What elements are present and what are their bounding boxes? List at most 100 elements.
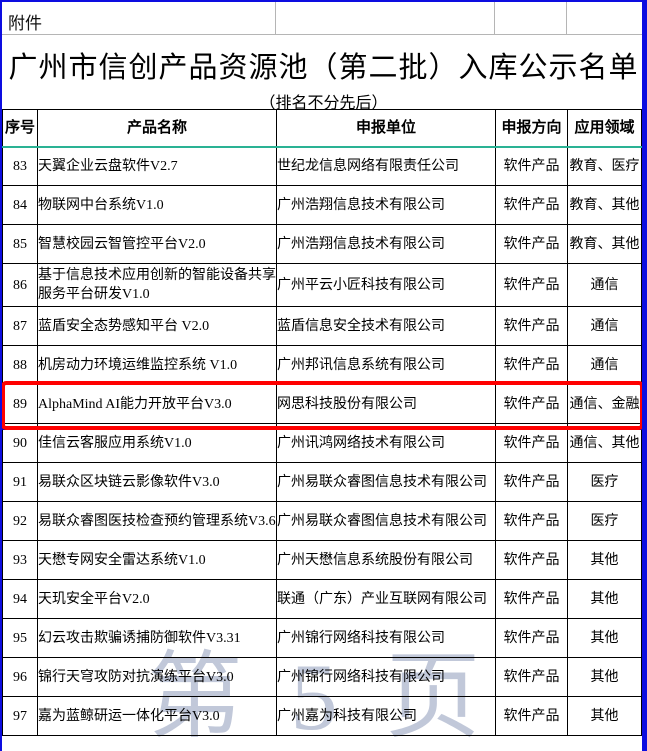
page-title: 广州市信创产品资源池（第二批）入库公示名单: [8, 52, 639, 84]
row-number: 86: [2, 263, 38, 307]
column-separator: [275, 2, 276, 34]
page-break-dashed-line: [0, 426, 647, 430]
header-application-field: 应用领域: [567, 109, 642, 147]
page-frame-top: [0, 0, 647, 2]
header-declaration-direction: 申报方向: [495, 109, 568, 147]
row-number: 88: [2, 345, 38, 385]
product-name: 智慧校园云智管控平台V2.0: [37, 224, 277, 264]
header-divider-line: [0, 146, 647, 148]
page-frame-left: [0, 0, 2, 751]
table-header-row: 序号 产品名称 申报单位 申报方向 应用领域: [2, 109, 642, 147]
title-block: 广州市信创产品资源池（第二批）入库公示名单 （排名不分先后）: [0, 35, 647, 112]
header-product-name: 产品名称: [37, 109, 277, 147]
company-name: 网思科技股份有限公司: [276, 384, 496, 424]
page-subtitle: （排名不分先后）: [259, 95, 388, 112]
application-field: 医疗: [567, 462, 642, 502]
company-name: 蓝盾信息安全技术有限公司: [276, 306, 496, 346]
company-name: 联通（广东）产业互联网有限公司: [276, 579, 496, 619]
declaration-direction: 软件产品: [495, 423, 568, 463]
company-name: 广州邦讯信息系统有限公司: [276, 345, 496, 385]
company-name: 广州浩翔信息技术有限公司: [276, 185, 496, 225]
table-row: 91 易联众区块链云影像软件V3.0 广州易联众睿图信息技术有限公司 软件产品 医疗: [2, 462, 642, 502]
row-number: 92: [2, 501, 38, 541]
declaration-direction: 软件产品: [495, 263, 568, 307]
product-name: AlphaMind AI能力开放平台V3.0: [37, 384, 277, 424]
product-name: 佳信云客服应用系统V1.0: [37, 423, 277, 463]
attachment-label: 附件: [8, 14, 42, 33]
row-number: 84: [2, 185, 38, 225]
row-number: 96: [2, 657, 38, 697]
application-field: 通信: [567, 345, 642, 385]
company-name: 广州锦行网络科技有限公司: [276, 618, 496, 658]
declaration-direction: 软件产品: [495, 306, 568, 346]
product-name: 天玑安全平台V2.0: [37, 579, 277, 619]
application-field: 教育、其他: [567, 224, 642, 264]
declaration-direction: 软件产品: [495, 224, 568, 264]
application-field: 其他: [567, 657, 642, 697]
table-row: 96 锦行天穹攻防对抗演练平台V3.0 广州锦行网络科技有限公司 软件产品 其他: [2, 657, 642, 697]
table-row: 86 基于信息技术应用创新的智能设备共享服务平台研发V1.0 广州平云小匠科技有限公…: [2, 263, 642, 307]
application-field: 通信、其他: [567, 423, 642, 463]
declaration-direction: 软件产品: [495, 540, 568, 580]
product-name: 锦行天穹攻防对抗演练平台V3.0: [37, 657, 277, 697]
declaration-direction: 软件产品: [495, 579, 568, 619]
product-name: 幻云攻击欺骗诱捕防御软件V3.31: [37, 618, 277, 658]
declaration-direction: 软件产品: [495, 657, 568, 697]
application-field: 其他: [567, 696, 642, 736]
application-field: 其他: [567, 540, 642, 580]
application-field: 通信: [567, 306, 642, 346]
company-name: 广州平云小匠科技有限公司: [276, 263, 496, 307]
product-name: 天懋专网安全雷达系统V1.0: [37, 540, 277, 580]
product-name: 蓝盾安全态势感知平台 V2.0: [37, 306, 277, 346]
declaration-direction: 软件产品: [495, 501, 568, 541]
row-number: 93: [2, 540, 38, 580]
declaration-direction: 软件产品: [495, 146, 568, 186]
table-row: 89 AlphaMind AI能力开放平台V3.0 网思科技股份有限公司 软件产品 通信…: [2, 384, 642, 424]
product-name: 天翼企业云盘软件V2.7: [37, 146, 277, 186]
column-separator: [566, 2, 567, 34]
column-separator: [494, 2, 495, 34]
company-name: 广州易联众睿图信息技术有限公司: [276, 462, 496, 502]
table-body: 83 天翼企业云盘软件V2.7 世纪龙信息网络有限责任公司 软件产品 教育、医疗 84 物联…: [2, 146, 642, 736]
company-name: 广州浩翔信息技术有限公司: [276, 224, 496, 264]
declaration-direction: 软件产品: [495, 185, 568, 225]
declaration-direction: 软件产品: [495, 345, 568, 385]
application-field: 其他: [567, 618, 642, 658]
row-number: 91: [2, 462, 38, 502]
application-field: 其他: [567, 579, 642, 619]
table-row: 83 天翼企业云盘软件V2.7 世纪龙信息网络有限责任公司 软件产品 教育、医疗: [2, 146, 642, 186]
row-number: 95: [2, 618, 38, 658]
row-number: 97: [2, 696, 38, 736]
table-row: 90 佳信云客服应用系统V1.0 广州讯鸿网络技术有限公司 软件产品 通信、其他: [2, 423, 642, 463]
page-frame-right: [642, 0, 647, 751]
declaration-direction: 软件产品: [495, 462, 568, 502]
table-row: 84 物联网中台系统V1.0 广州浩翔信息技术有限公司 软件产品 教育、其他: [2, 185, 642, 225]
row-number: 89: [2, 384, 38, 424]
product-name: 易联众睿图医技检查预约管理系统V3.6: [37, 501, 277, 541]
declaration-direction: 软件产品: [495, 696, 568, 736]
product-name: 物联网中台系统V1.0: [37, 185, 277, 225]
table-row: 92 易联众睿图医技检查预约管理系统V3.6 广州易联众睿图信息技术有限公司 软件产品…: [2, 501, 642, 541]
table-row: 93 天懋专网安全雷达系统V1.0 广州天懋信息系统股份有限公司 软件产品 其他: [2, 540, 642, 580]
company-name: 广州天懋信息系统股份有限公司: [276, 540, 496, 580]
row-number: 87: [2, 306, 38, 346]
application-field: 通信、金融: [567, 384, 642, 424]
header-declaring-unit: 申报单位: [276, 109, 496, 147]
declaration-direction: 软件产品: [495, 384, 568, 424]
row-number: 94: [2, 579, 38, 619]
table-row: 95 幻云攻击欺骗诱捕防御软件V3.31 广州锦行网络科技有限公司 软件产品 其他: [2, 618, 642, 658]
table-row: 97 嘉为蓝鲸研运一体化平台V3.0 广州嘉为科技有限公司 软件产品 其他: [2, 696, 642, 736]
declaration-direction: 软件产品: [495, 618, 568, 658]
product-name: 易联众区块链云影像软件V3.0: [37, 462, 277, 502]
company-name: 广州讯鸿网络技术有限公司: [276, 423, 496, 463]
company-name: 广州锦行网络科技有限公司: [276, 657, 496, 697]
table-row: 87 蓝盾安全态势感知平台 V2.0 蓝盾信息安全技术有限公司 软件产品 通信: [2, 306, 642, 346]
table-row: 88 机房动力环境运维监控系统 V1.0 广州邦讯信息系统有限公司 软件产品 通信: [2, 345, 642, 385]
company-name: 广州嘉为科技有限公司: [276, 696, 496, 736]
header-serial-number: 序号: [2, 109, 38, 147]
attachment-header-row: 附件: [0, 2, 647, 35]
application-field: 医疗: [567, 501, 642, 541]
application-field: 通信: [567, 263, 642, 307]
application-field: 教育、医疗: [567, 146, 642, 186]
